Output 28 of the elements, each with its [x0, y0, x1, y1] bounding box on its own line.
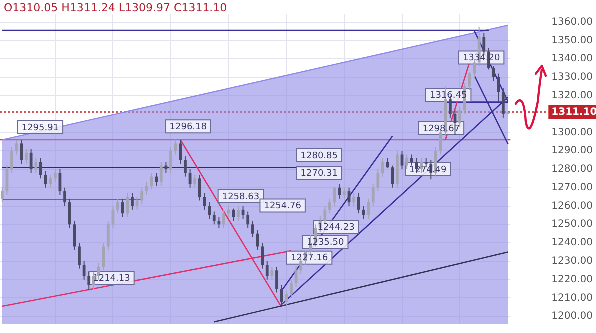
- y-tick-label: 1230.00: [552, 256, 594, 268]
- annotation: 1258.63: [222, 192, 260, 202]
- y-tick-label: 1200.00: [552, 311, 594, 322]
- y-tick-label: 1280.00: [552, 164, 594, 176]
- annotation: 1295.91: [22, 123, 60, 134]
- y-tick-label: 1250.00: [552, 219, 594, 230]
- y-tick-label: 1320.00: [552, 90, 594, 102]
- y-tick-label: 1290.00: [552, 146, 594, 157]
- annotation: O1310.05 H1311.24 L1309.97 C1311.10: [4, 1, 228, 14]
- annotation: 1316.45: [430, 90, 468, 101]
- annotation: 1296.18: [170, 122, 208, 132]
- annotation: 1280.85: [300, 151, 338, 162]
- y-tick-label: 1210.00: [552, 292, 594, 304]
- y-tick-label: 1360.00: [552, 16, 594, 28]
- y-tick-label: 1340.00: [552, 54, 594, 65]
- y-tick-label: 1270.00: [552, 182, 594, 194]
- y-tick-label: 1220.00: [552, 274, 594, 286]
- y-tick-label: 1350.00: [552, 35, 594, 46]
- annotation: 1244.23: [318, 223, 355, 234]
- y-tick-label: 1260.00: [552, 200, 594, 212]
- annotation: 1270.31: [300, 169, 338, 180]
- annotation: 1235.50: [307, 238, 344, 248]
- annotation: 1227.16: [290, 254, 328, 264]
- annotation: 1254.76: [264, 202, 302, 212]
- y-tick-label: 1300.00: [552, 127, 594, 138]
- annotation: 1214.13: [93, 274, 130, 284]
- y-tick-label: 1330.00: [552, 72, 594, 84]
- y-tick-label: 1240.00: [552, 238, 594, 249]
